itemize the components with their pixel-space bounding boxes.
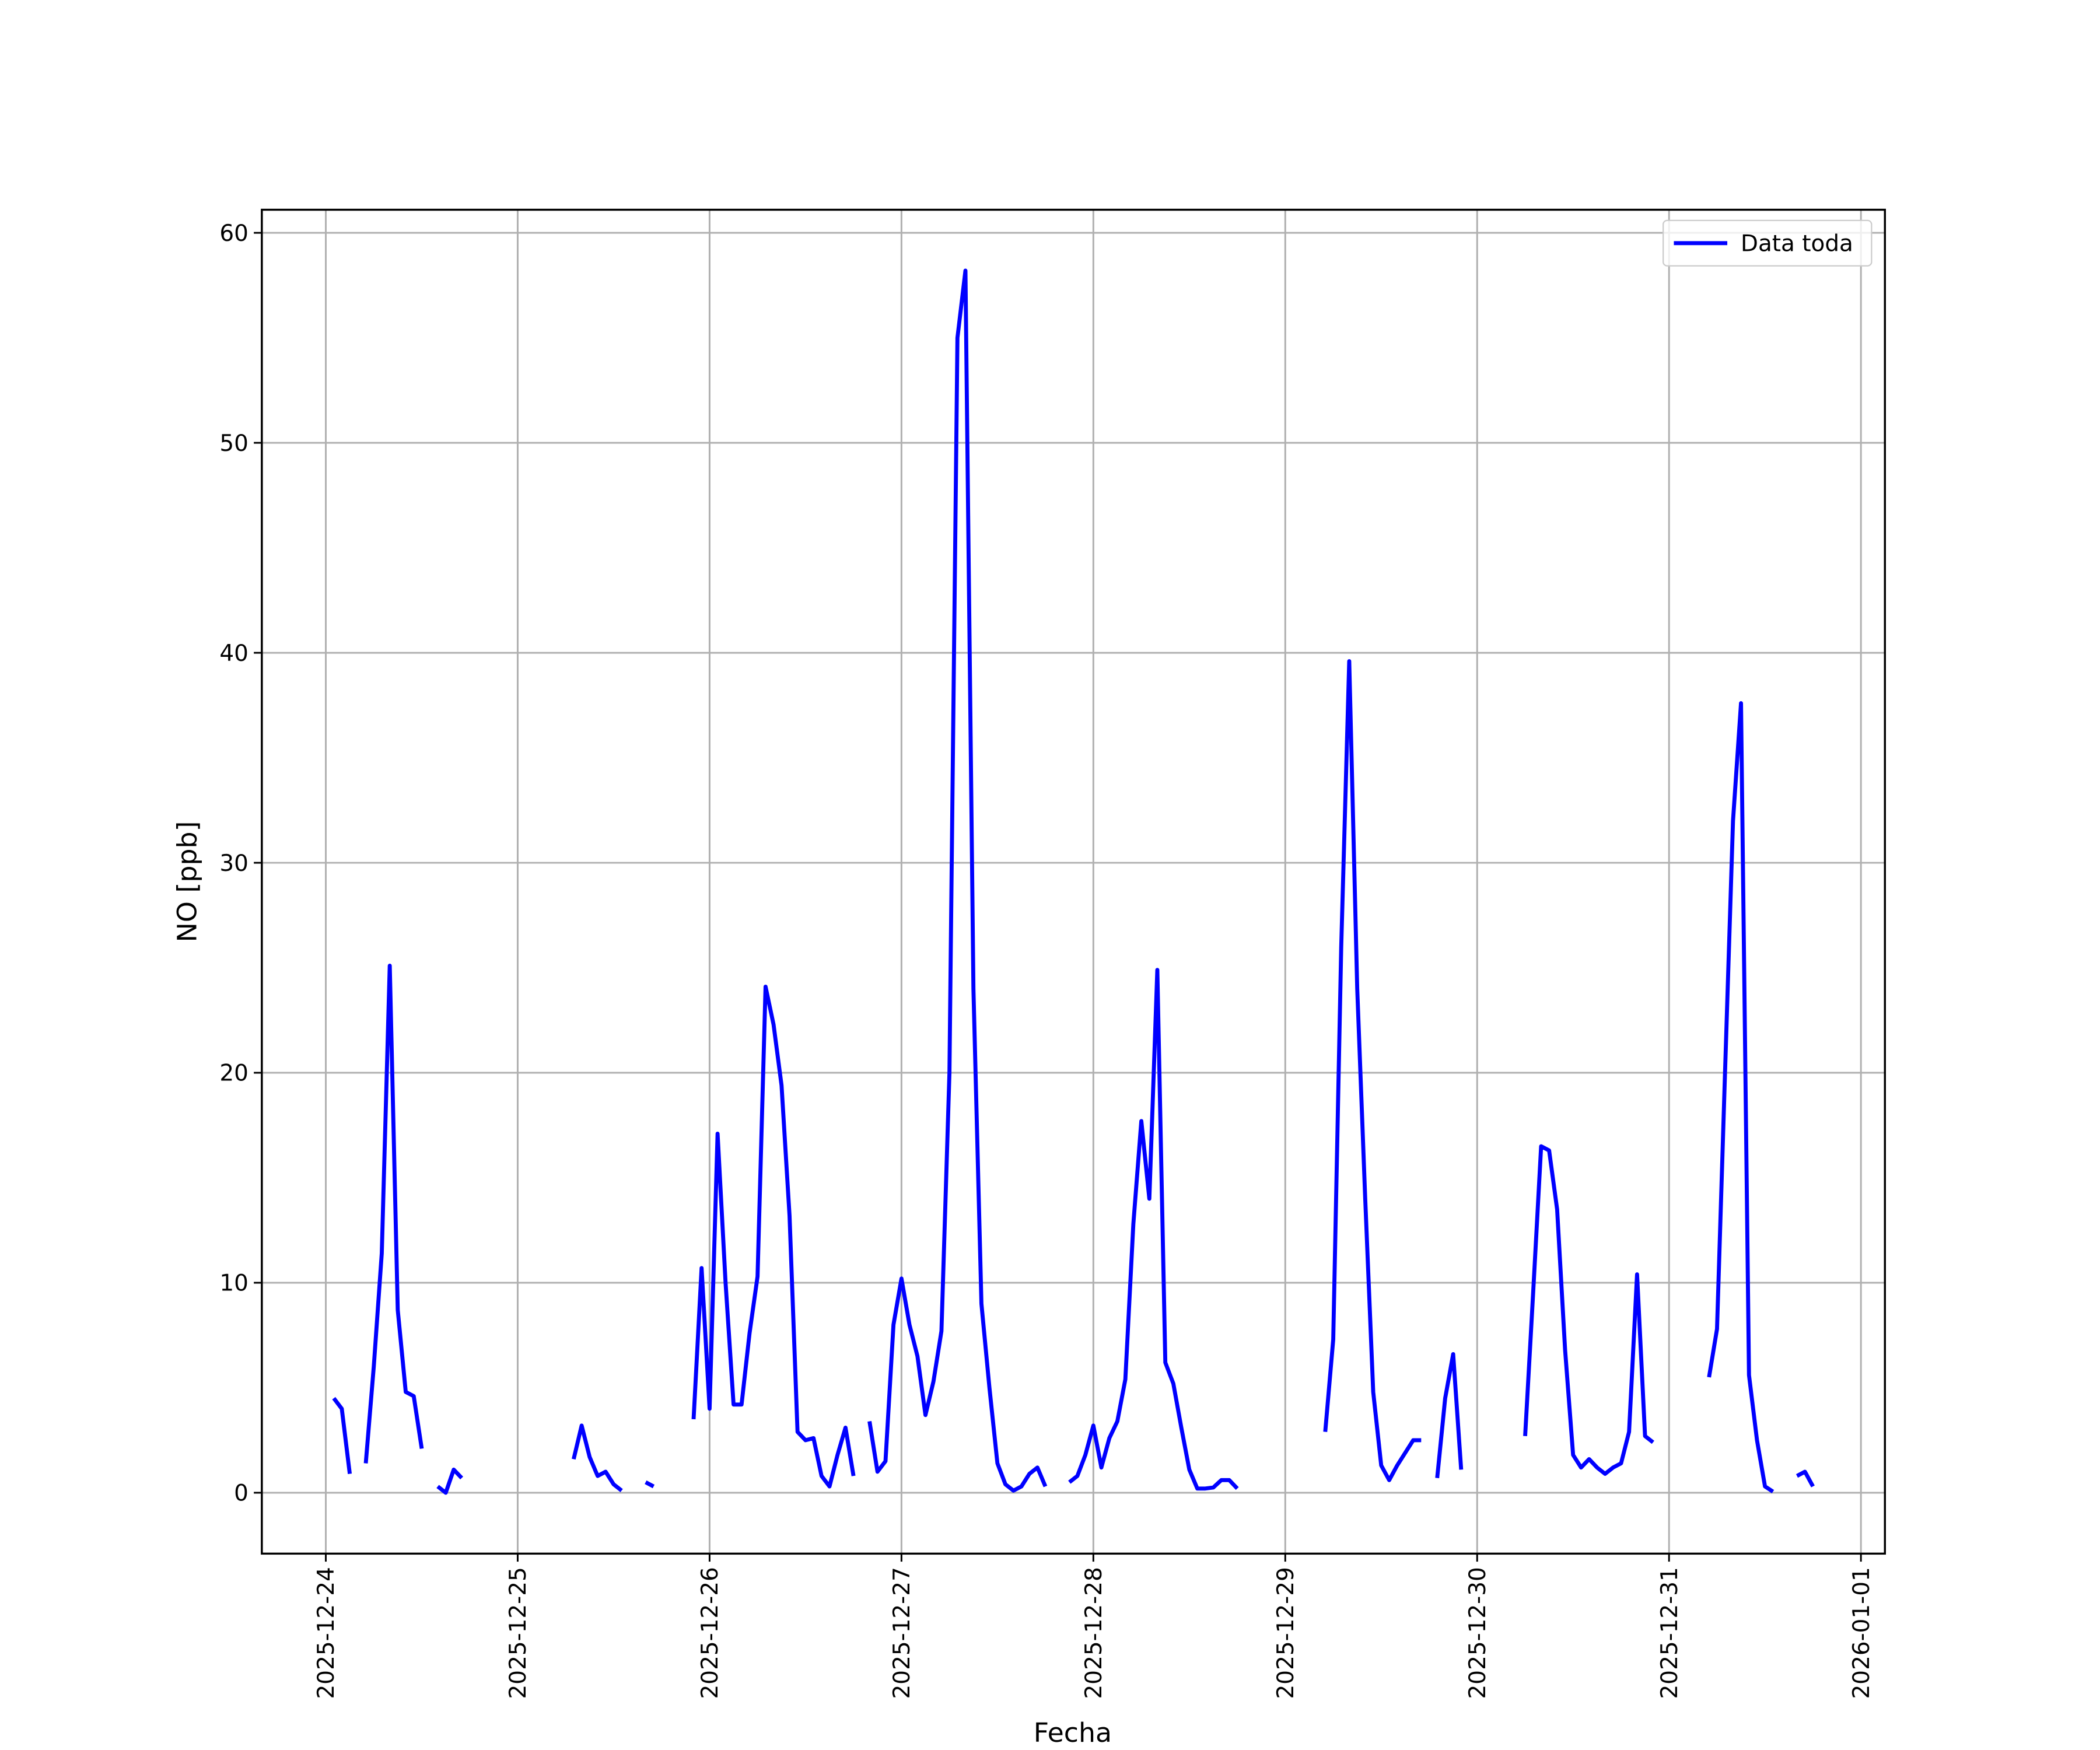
y-tick-label: 20: [219, 1060, 249, 1087]
y-axis-label: NO [ppb]: [172, 821, 203, 943]
x-tick-label: 2025-12-30: [1465, 1567, 1491, 1699]
data-line: [332, 268, 1815, 1495]
y-tick-label: 30: [219, 850, 249, 877]
y-tick-label: 60: [219, 220, 249, 247]
y-tick-label: 40: [219, 640, 249, 667]
legend-label: Data toda: [1741, 231, 1853, 257]
x-tick-label: 2025-12-24: [313, 1567, 340, 1699]
y-tick-label: 50: [219, 430, 249, 457]
x-tick-label: 2025-12-29: [1273, 1567, 1299, 1699]
x-tick-label: 2025-12-28: [1081, 1567, 1107, 1699]
x-tick-label: 2025-12-31: [1657, 1567, 1683, 1699]
y-tick-label: 10: [219, 1270, 249, 1297]
x-tick-label: 2025-12-26: [697, 1567, 723, 1699]
legend: Data toda: [1662, 219, 1873, 267]
legend-frame: [1662, 219, 1873, 267]
plot-frame: [261, 208, 1887, 1555]
x-tick-label: 2025-12-25: [505, 1567, 531, 1699]
x-tick-label: 2025-12-27: [889, 1567, 915, 1699]
x-axis-label: Fecha: [1034, 1717, 1112, 1748]
x-tick-label: 2026-01-01: [1849, 1567, 1875, 1699]
y-tick-label: 0: [234, 1480, 249, 1507]
